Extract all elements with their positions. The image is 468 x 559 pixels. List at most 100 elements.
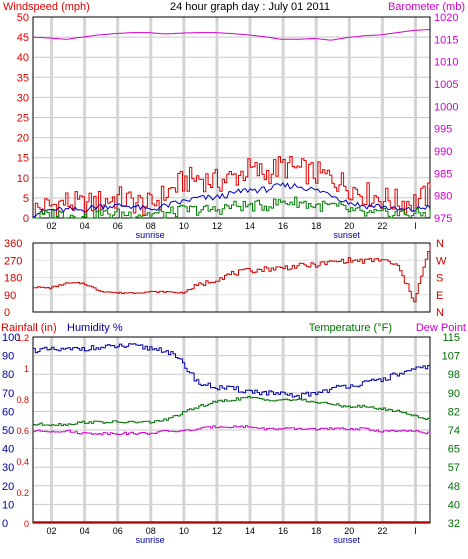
humidity-tick-label: 10 bbox=[2, 499, 14, 511]
compass-tick-label: W bbox=[436, 255, 447, 267]
windspeed-tick-label: 25 bbox=[17, 113, 29, 125]
compass-tick-label: N bbox=[436, 307, 444, 319]
rainfall-tick-label: 0 bbox=[24, 519, 29, 529]
humidity-axis-title: Humidity % bbox=[67, 322, 123, 334]
windspeed-tick-label: 45 bbox=[17, 32, 29, 44]
humidity-frame bbox=[32, 336, 431, 524]
wind-x-tick-label: I bbox=[414, 221, 417, 231]
wind-barometer-panel: 0510152025303540455097598098599099510001… bbox=[17, 12, 459, 240]
windspeed-tick-label: 15 bbox=[17, 153, 29, 165]
direction-tick-label: 0 bbox=[4, 307, 10, 319]
windspeed-tick-label: 10 bbox=[17, 173, 29, 185]
humidity-x-tick-label: 04 bbox=[80, 526, 90, 536]
rainfall-tick-label: 1.2 bbox=[16, 333, 29, 343]
wind-gust-series bbox=[33, 156, 431, 219]
rainfall-tick-label: 0.4 bbox=[16, 457, 29, 467]
temperature-tick-label: 115 bbox=[442, 332, 460, 344]
rainfall-tick-label: 0.2 bbox=[16, 488, 29, 498]
barometer-tick-label: 1015 bbox=[434, 34, 458, 46]
chart-title: 24 hour graph day : July 01 2011 bbox=[170, 1, 330, 13]
windspeed-tick-label: 40 bbox=[17, 52, 29, 64]
temperature-tick-label: 98 bbox=[448, 369, 460, 381]
windspeed-tick-label: 35 bbox=[17, 72, 29, 84]
humidity-sunset-label: sunset bbox=[333, 535, 360, 545]
temperature-axis-title: Temperature (°F) bbox=[309, 322, 392, 334]
wind-x-tick-label: 18 bbox=[311, 221, 321, 231]
barometer-tick-label: 1020 bbox=[434, 12, 458, 24]
humidity-x-tick-label: 08 bbox=[146, 526, 156, 536]
humidity-x-tick-label: 18 bbox=[311, 526, 321, 536]
windspeed-tick-label: 0 bbox=[23, 213, 29, 225]
wind-direction-series bbox=[33, 246, 431, 303]
wind-x-tick-label: 20 bbox=[344, 221, 354, 231]
barometer-tick-label: 975 bbox=[434, 213, 452, 225]
humidity-x-tick-label: 16 bbox=[278, 526, 288, 536]
barometer-tick-label: 995 bbox=[434, 124, 452, 136]
barometer-tick-label: 990 bbox=[434, 146, 452, 158]
barometer-axis-title: Barometer (mb) bbox=[388, 1, 465, 13]
rainfall-axis-title: Rainfall (in) bbox=[1, 322, 57, 334]
wind-x-tick-label: 12 bbox=[212, 221, 222, 231]
humidity-x-tick-label: 22 bbox=[377, 526, 387, 536]
wind-x-tick-label: 06 bbox=[113, 221, 123, 231]
direction-tick-label: 90 bbox=[4, 290, 16, 302]
barometer-tick-label: 1005 bbox=[434, 79, 458, 91]
direction-tick-label: 360 bbox=[4, 238, 22, 250]
humidity-tick-label: 60 bbox=[2, 406, 14, 418]
wind-frame bbox=[32, 16, 431, 219]
direction-frame bbox=[32, 242, 431, 313]
humidity-tick-label: 80 bbox=[2, 369, 14, 381]
wind-direction-panel: 360 N 270 W 180 S 90 E 0 N bbox=[4, 238, 447, 319]
wind-average-series bbox=[32, 182, 431, 218]
wind-min-series bbox=[33, 196, 431, 219]
rainfall-tick-label: 0.8 bbox=[16, 395, 29, 405]
humidity-tick-label: 70 bbox=[2, 388, 14, 400]
barometer-tick-label: 1000 bbox=[434, 101, 458, 113]
compass-tick-label: S bbox=[436, 273, 443, 285]
temperature-tick-label: 90 bbox=[448, 388, 460, 400]
humidity-x-tick-label: 06 bbox=[113, 526, 123, 536]
humidity-x-tick-label: 20 bbox=[344, 526, 354, 536]
humidity-x-tick-label: 02 bbox=[47, 526, 57, 536]
dew-point-series bbox=[33, 425, 431, 435]
windspeed-tick-label: 50 bbox=[17, 12, 29, 24]
humidity-tick-label: 0 bbox=[2, 518, 8, 530]
temperature-tick-label: 107 bbox=[442, 351, 460, 363]
barometer-tick-label: 980 bbox=[434, 191, 452, 203]
humidity-tick-label: 90 bbox=[2, 351, 14, 363]
humidity-x-tick-label: I bbox=[414, 526, 417, 536]
temperature-tick-label: 74 bbox=[448, 425, 460, 437]
humidity-tick-label: 40 bbox=[2, 444, 14, 456]
direction-tick-label: 180 bbox=[4, 273, 22, 285]
temperature-series bbox=[33, 396, 431, 427]
humidity-x-tick-label: 10 bbox=[179, 526, 189, 536]
compass-tick-label: N bbox=[436, 238, 444, 250]
rainfall-tick-label: 0.6 bbox=[16, 426, 29, 436]
wind-x-tick-label: 10 bbox=[179, 221, 189, 231]
temperature-tick-label: 65 bbox=[448, 444, 460, 456]
temperature-tick-label: 82 bbox=[448, 406, 460, 418]
wind-sunset-label: sunset bbox=[333, 230, 360, 240]
wind-x-tick-label: 04 bbox=[80, 221, 90, 231]
windspeed-axis-title: Windspeed (mph) bbox=[3, 1, 90, 13]
compass-tick-label: E bbox=[436, 290, 443, 302]
humidity-x-tick-label: 12 bbox=[212, 526, 222, 536]
windspeed-tick-label: 5 bbox=[23, 193, 29, 205]
barometer-tick-label: 985 bbox=[434, 168, 452, 180]
humidity-tick-label: 100 bbox=[2, 332, 20, 344]
direction-tick-label: 270 bbox=[4, 255, 22, 267]
barometer-series bbox=[32, 29, 431, 41]
temperature-tick-label: 32 bbox=[448, 518, 460, 530]
rainfall-tick-label: 1 bbox=[24, 364, 29, 374]
humidity-tick-label: 50 bbox=[2, 425, 14, 437]
wind-x-tick-label: 14 bbox=[245, 221, 255, 231]
temperature-tick-label: 57 bbox=[448, 462, 460, 474]
windspeed-tick-label: 30 bbox=[17, 92, 29, 104]
barometer-tick-label: 1010 bbox=[434, 57, 458, 69]
humidity-series bbox=[33, 343, 431, 400]
temperature-tick-label: 48 bbox=[448, 481, 460, 493]
humidity-tick-label: 30 bbox=[2, 462, 14, 474]
